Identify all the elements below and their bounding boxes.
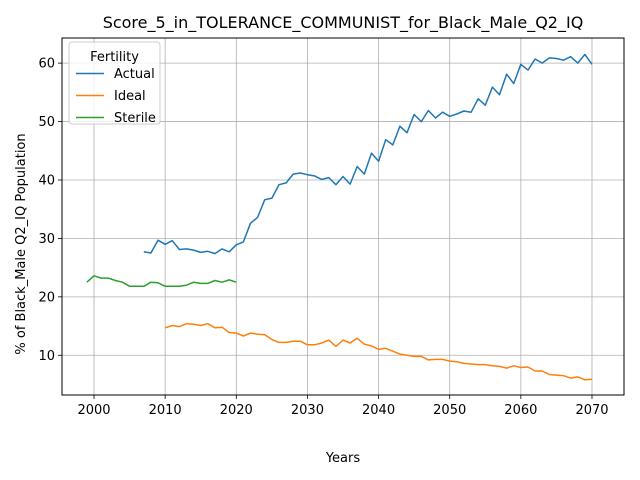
x-tick-label: 2050: [433, 403, 466, 418]
chart-title: Score_5_in_TOLERANCE_COMMUNIST_for_Black…: [103, 13, 584, 33]
legend-label-ideal: Ideal: [114, 89, 146, 104]
y-tick-label: 40: [38, 173, 55, 188]
series-line-actual: [143, 53, 593, 255]
x-axis-ticks: 2000 2010 2020 2030 2040 2050 2060 2070: [77, 395, 609, 418]
y-tick-label: 50: [38, 115, 55, 130]
plot-lines: [86, 53, 593, 381]
legend-label-sterile: Sterile: [114, 111, 156, 126]
plot-frame: [61, 37, 625, 396]
x-tick-label: 2040: [362, 403, 395, 418]
y-axis-ticks: 10 20 30 40 50 60: [38, 57, 62, 364]
x-tick-label: 2010: [149, 403, 182, 418]
y-tick-label: 20: [38, 290, 55, 305]
legend-title: Fertility: [90, 50, 139, 65]
grid: [62, 38, 624, 395]
x-tick-label: 2000: [77, 403, 110, 418]
x-tick-label: 2030: [291, 403, 324, 418]
y-tick-label: 60: [38, 57, 55, 72]
series-line-sterile: [86, 275, 237, 288]
legend: Fertility Actual Ideal Sterile: [68, 41, 161, 126]
x-tick-label: 2020: [220, 403, 253, 418]
x-tick-label: 2060: [504, 403, 537, 418]
legend-label-actual: Actual: [114, 67, 155, 82]
y-tick-label: 10: [38, 349, 55, 364]
x-tick-label: 2070: [575, 403, 608, 418]
y-axis-label: % of Black_Male Q2_IQ Population: [14, 133, 29, 354]
legend-box: [68, 41, 161, 125]
y-tick-label: 30: [38, 232, 55, 247]
series-line-ideal: [164, 322, 593, 381]
x-axis-label: Years: [325, 451, 361, 466]
